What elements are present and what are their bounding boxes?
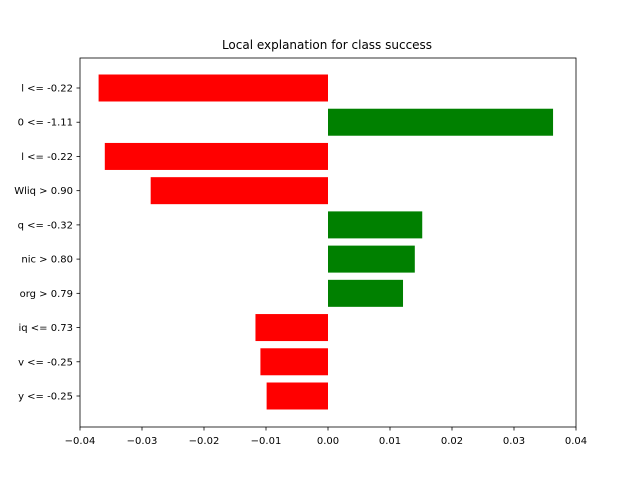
bar: [328, 279, 404, 307]
y-tick-label: org > 0.79: [20, 289, 73, 300]
x-tick-label: −0.01: [251, 436, 282, 447]
bar: [260, 348, 328, 376]
x-tick-label: 0.02: [441, 436, 463, 447]
bar: [255, 314, 328, 342]
y-tick-label: q <= -0.32: [18, 220, 73, 231]
y-tick-label: l <= -0.22: [21, 152, 73, 163]
y-tick-label: Wliq > 0.90: [14, 186, 73, 197]
y-tick-label: iq <= 0.73: [18, 323, 73, 334]
bar: [98, 74, 328, 102]
y-tick-label: 0 <= -1.11: [18, 118, 73, 129]
bar: [266, 382, 328, 410]
x-axis: −0.04 −0.03 −0.02 −0.01 0.00 0.01 0.02 0.03 0.04: [65, 427, 587, 447]
x-tick-label: −0.02: [189, 436, 220, 447]
y-tick-label: nic > 0.80: [21, 255, 73, 266]
bars-group: [98, 74, 554, 410]
x-tick-label: 0.01: [379, 436, 401, 447]
x-tick-label: 0.03: [503, 436, 525, 447]
y-axis: l <= -0.22 0 <= -1.11 l <= -0.22 Wliq > 0.9…: [14, 84, 80, 403]
bar: [328, 245, 415, 273]
bar: [328, 108, 554, 136]
y-tick-label: y <= -0.25: [18, 392, 73, 403]
chart-title: Local explanation for class success: [222, 38, 432, 52]
bar: [150, 177, 328, 205]
y-tick-label: v <= -0.25: [18, 357, 73, 368]
x-tick-label: −0.03: [127, 436, 158, 447]
x-tick-label: −0.04: [65, 436, 96, 447]
bar: [104, 142, 328, 170]
bar: [328, 211, 423, 239]
x-tick-label: 0.04: [565, 436, 587, 447]
y-tick-label: l <= -0.22: [21, 84, 73, 95]
x-tick-label: 0.00: [317, 436, 339, 447]
